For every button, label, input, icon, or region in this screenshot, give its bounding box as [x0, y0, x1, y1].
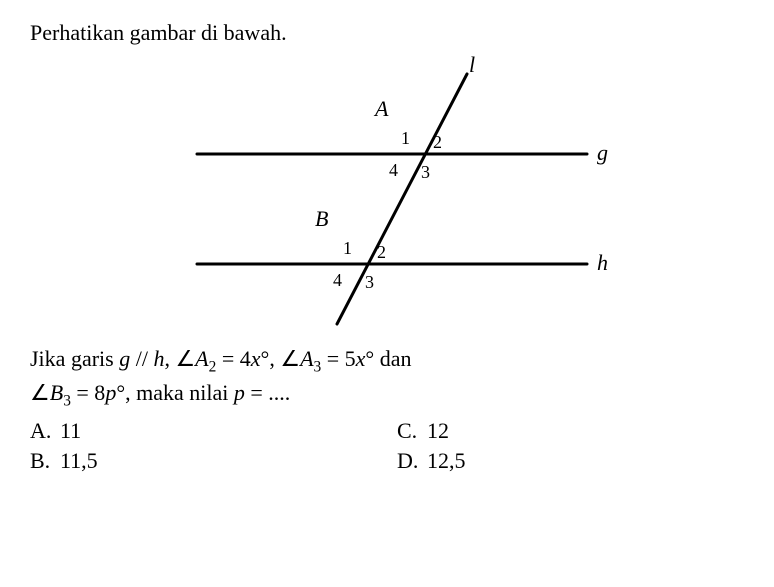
svg-text:1: 1 — [401, 128, 410, 148]
option-label: B. — [30, 448, 60, 474]
txt: ° dan — [365, 346, 411, 371]
svg-text:B: B — [315, 206, 328, 231]
option-value: 12 — [427, 418, 449, 443]
txt: Jika garis — [30, 346, 119, 371]
svg-text:h: h — [597, 250, 608, 275]
angle-icon: ∠ — [280, 346, 300, 371]
txt: °, — [261, 346, 281, 371]
var-x: x — [251, 346, 261, 371]
option-c: C.12 — [397, 418, 744, 444]
txt: °, maka nilai — [116, 380, 234, 405]
txt: = 8 — [71, 380, 105, 405]
var-B: B — [50, 380, 63, 405]
option-label: D. — [397, 448, 427, 474]
svg-text:2: 2 — [377, 242, 386, 262]
txt: = 4 — [216, 346, 250, 371]
var-g: g — [119, 346, 130, 371]
svg-text:l: l — [469, 54, 475, 77]
option-b: B.11,5 — [30, 448, 377, 474]
var-x: x — [356, 346, 366, 371]
var-p: p — [105, 380, 116, 405]
svg-text:2: 2 — [433, 132, 442, 152]
var-p: p — [234, 380, 245, 405]
geometry-figure: ghlA1234B1234 — [157, 54, 617, 334]
angle-icon: ∠ — [175, 346, 195, 371]
angle-icon: ∠ — [30, 380, 50, 405]
svg-text:1: 1 — [343, 238, 352, 258]
option-d: D.12,5 — [397, 448, 744, 474]
txt: // — [130, 346, 153, 371]
option-value: 11 — [60, 418, 81, 443]
var-A: A — [195, 346, 208, 371]
sub-3: 3 — [63, 393, 71, 410]
option-value: 12,5 — [427, 448, 466, 473]
option-label: C. — [397, 418, 427, 444]
svg-text:3: 3 — [421, 162, 430, 182]
var-h: h — [153, 346, 164, 371]
svg-text:A: A — [373, 96, 389, 121]
svg-text:4: 4 — [389, 160, 398, 180]
option-a: A.11 — [30, 418, 377, 444]
svg-text:3: 3 — [365, 272, 374, 292]
txt: = .... — [245, 380, 290, 405]
svg-text:4: 4 — [333, 270, 342, 290]
txt: , — [164, 346, 175, 371]
var-A: A — [300, 346, 313, 371]
option-value: 11,5 — [60, 448, 98, 473]
question-prompt: Jika garis g // h, ∠A2 = 4x°, ∠A3 = 5x° … — [30, 344, 744, 412]
option-label: A. — [30, 418, 60, 444]
answer-options: A.11 C.12 B.11,5 D.12,5 — [30, 418, 744, 474]
svg-text:g: g — [597, 140, 608, 165]
txt: = 5 — [321, 346, 355, 371]
question-title: Perhatikan gambar di bawah. — [30, 20, 744, 46]
